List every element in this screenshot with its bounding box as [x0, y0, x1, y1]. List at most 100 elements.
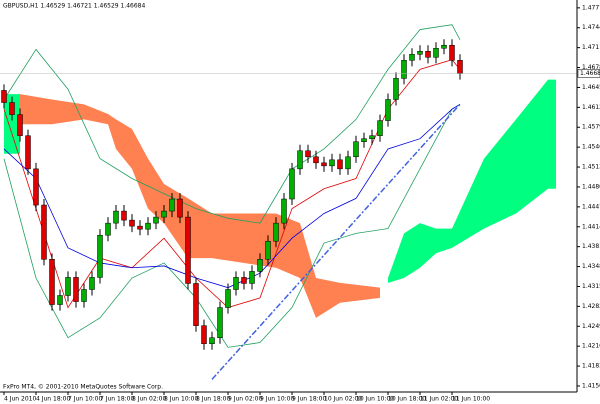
x-tick-label: 9 Jun 02:00: [228, 396, 262, 403]
x-tick-label: 9 Jun 10:00: [260, 396, 294, 403]
candle-body: [377, 120, 383, 136]
candle-body: [417, 51, 423, 55]
candle-body: [249, 271, 255, 284]
candle-body: [289, 168, 295, 200]
candle-body: [145, 222, 151, 230]
x-tick-label: 8 Jun 18:00: [196, 396, 230, 403]
y-tick-label: 1.44800: [582, 183, 600, 190]
y-tick-label: 1.44140: [582, 223, 600, 230]
trendline: [211, 103, 461, 380]
candle-body: [105, 222, 111, 236]
candle-body: [73, 277, 79, 302]
y-tick-label: 1.43150: [582, 283, 600, 290]
candle-body: [337, 159, 343, 170]
candle-body: [305, 150, 311, 158]
candle-body: [121, 210, 127, 221]
last-price-label: 1.46684: [580, 70, 600, 77]
y-tick-label: 1.42160: [582, 343, 600, 350]
x-tick-label: 4 Jun 18:00: [36, 396, 70, 403]
x-tick-label: 10 Jun 02:00: [324, 396, 362, 403]
ichimoku-cloud: [388, 79, 556, 283]
candle-body: [345, 156, 351, 170]
y-tick-label: 1.47110: [582, 44, 600, 51]
plot-area: [0, 24, 577, 380]
x-tick-label: 4 Jun 2010: [4, 396, 36, 403]
x-tick-label: 10 Jun 18:00: [388, 396, 426, 403]
candle-body: [177, 198, 183, 218]
candle-body: [225, 289, 231, 308]
x-tick-label: 7 Jun 18:00: [100, 396, 134, 403]
candle-body: [457, 60, 463, 74]
candle-body: [449, 44, 455, 61]
y-tick-label: 1.42820: [582, 303, 600, 310]
candle-body: [425, 51, 431, 58]
candle-body: [97, 234, 103, 278]
candle-body: [281, 198, 287, 224]
candle-body: [409, 54, 415, 61]
ichimoku-cloud: [4, 94, 20, 154]
candle-body: [25, 135, 31, 170]
candle-body: [169, 198, 175, 212]
candle-body: [161, 210, 167, 218]
candle-body: [297, 150, 303, 170]
candle-body: [329, 159, 335, 167]
y-tick-label: 1.45460: [582, 144, 600, 151]
y-tick-label: 1.41500: [582, 382, 600, 389]
candle-body: [41, 204, 47, 260]
y-tick-label: 1.46120: [582, 104, 600, 111]
candle-body: [89, 277, 95, 290]
candle-body: [401, 60, 407, 79]
indicator-line: [3, 24, 461, 224]
candle-body: [113, 210, 119, 224]
candle-body: [361, 138, 367, 142]
x-tick-label: 9 Jun 18:00: [292, 396, 326, 403]
candle-body: [257, 259, 263, 272]
candle-body: [385, 99, 391, 121]
y-tick-label: 1.44470: [582, 203, 600, 210]
candle-body: [393, 78, 399, 100]
x-tick-label: 11 Jun 10:00: [452, 396, 490, 403]
candle-body: [353, 141, 359, 158]
last-price-box: [577, 69, 600, 78]
candle-body: [33, 168, 39, 206]
indicator-line: [3, 103, 461, 348]
candle-body: [153, 216, 159, 224]
candle-body: [233, 277, 239, 290]
x-tick-label: 10 Jun 10:00: [356, 396, 394, 403]
candle-body: [217, 307, 223, 338]
candle-body: [369, 135, 375, 139]
candle-body: [313, 156, 319, 164]
y-tick-label: 1.47770: [582, 4, 600, 11]
y-tick-label: 1.43810: [582, 243, 600, 250]
x-tick-label: 8 Jun 10:00: [164, 396, 198, 403]
candle-body: [193, 283, 199, 326]
candle-body: [81, 289, 87, 302]
candle-body: [321, 162, 327, 167]
candle-body: [1, 90, 7, 103]
y-tick-label: 1.47440: [582, 24, 600, 31]
chart-title: GBPUSD,H1 1.46529 1.46721 1.46529 1.4668…: [3, 3, 145, 10]
candle-body: [129, 219, 135, 227]
x-tick-label: 7 Jun 10:00: [68, 396, 102, 403]
candle-body: [241, 277, 247, 284]
y-tick-label: 1.41830: [582, 363, 600, 370]
candle-body: [441, 44, 447, 49]
y-tick-label: 1.42490: [582, 323, 600, 330]
candle-body: [49, 259, 55, 305]
y-tick-label: 1.45130: [582, 164, 600, 171]
candle-body: [265, 240, 271, 260]
y-tick-label: 1.43480: [582, 263, 600, 270]
candle-body: [17, 114, 23, 136]
candle-body: [433, 47, 439, 58]
copyright: FxPro MT4, © 2001-2010 MetaQuotes Softwa…: [3, 384, 163, 391]
candle-body: [273, 222, 279, 242]
candle-body: [65, 277, 71, 296]
y-tick-label: 1.46450: [582, 84, 600, 91]
indicator-line: [3, 59, 461, 309]
candle-body: [137, 225, 143, 230]
candle-body: [201, 325, 207, 345]
candle-body: [9, 102, 15, 115]
candle-body: [185, 216, 191, 284]
y-tick-label: 1.45790: [582, 124, 600, 131]
